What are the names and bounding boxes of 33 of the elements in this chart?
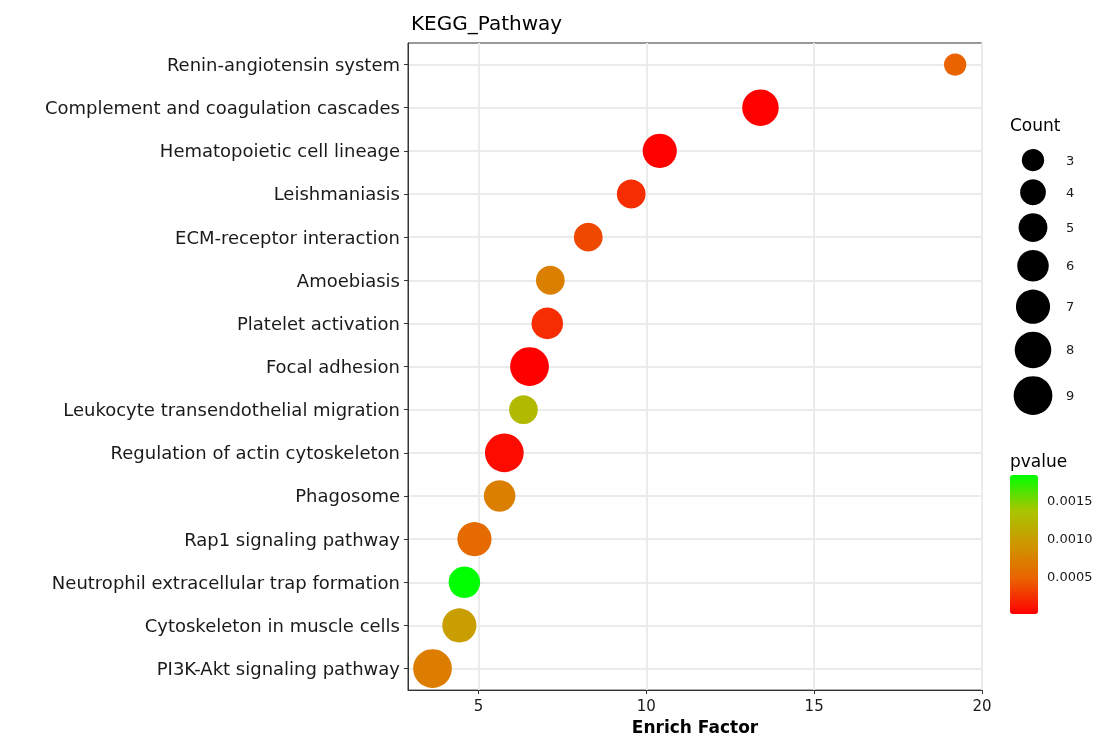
legend-label: 8: [1066, 342, 1075, 358]
color-bar-label: 0.0005: [1047, 569, 1093, 585]
y-tick-label: Platelet activation: [236, 312, 400, 334]
legend-label: 4: [1066, 184, 1075, 200]
legend-label: 7: [1066, 299, 1075, 315]
y-tick-label: Complement and coagulation cascades: [44, 97, 400, 119]
x-axis-title: Enrich Factor: [631, 716, 759, 737]
y-tick-label: Amoebiasis: [296, 269, 400, 291]
legend-label: 5: [1066, 220, 1075, 236]
y-tick-label: Regulation of actin cytoskeleton: [110, 442, 400, 464]
y-tick-label: ECM-receptor interaction: [175, 226, 400, 248]
legend-label: 9: [1066, 388, 1075, 404]
x-tick-label: 20: [972, 696, 992, 715]
x-tick-label: 5: [473, 696, 484, 715]
y-tick-label: Renin-angiotensin system: [166, 54, 400, 76]
color-bar-title: pvalue: [1010, 450, 1068, 471]
y-tick-label: Neutrophil extracellular trap formation: [51, 571, 400, 593]
y-tick-label: Hematopoietic cell lineage: [159, 140, 400, 162]
y-tick-label: Cytoskeleton in muscle cells: [144, 614, 400, 636]
y-tick-label: Leishmaniasis: [273, 183, 400, 205]
legend-title: Count: [1010, 114, 1061, 135]
y-tick-label: PI3K-Akt signaling pathway: [156, 658, 401, 680]
x-tick-label: 15: [804, 696, 824, 715]
y-tick-label: Leukocyte transendothelial migration: [63, 399, 400, 421]
legend-label: 6: [1066, 258, 1075, 274]
color-bar-label: 0.0015: [1047, 492, 1093, 508]
chart-title: KEGG_Pathway: [411, 11, 563, 35]
legend-label: 3: [1066, 152, 1075, 168]
x-tick-label: 10: [636, 696, 656, 715]
y-tick-label: Phagosome: [295, 485, 400, 507]
y-tick-label: Rap1 signaling pathway: [184, 528, 401, 550]
y-tick-label: Focal adhesion: [265, 356, 400, 378]
color-bar-label: 0.0010: [1047, 530, 1093, 546]
